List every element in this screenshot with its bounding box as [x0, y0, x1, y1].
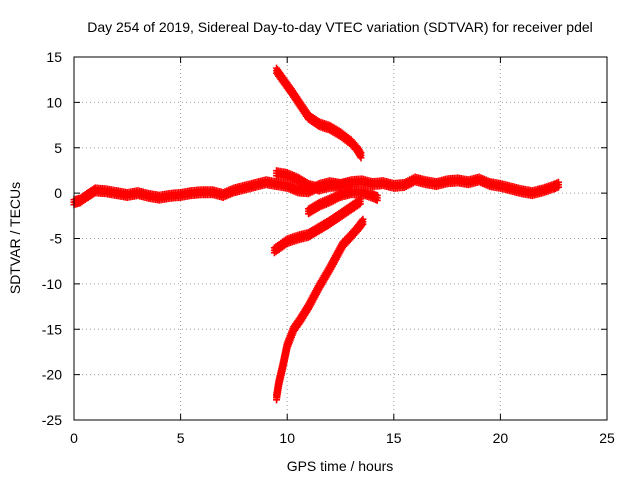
- y-tick-label: -5: [50, 231, 63, 247]
- plot-frame: [73, 56, 608, 421]
- y-axis-label: SDTVAR / TECUs: [7, 182, 23, 294]
- x-tick-label: 20: [493, 430, 509, 446]
- series-falling-arc: [273, 64, 365, 162]
- y-tick-label: 10: [46, 94, 62, 110]
- y-tick-label: 5: [54, 140, 62, 156]
- x-tick-label: 15: [386, 430, 402, 446]
- grid: [73, 56, 608, 421]
- axis-ticks: 0 5 10 15 20 25 -25 -20 -15 -10 -5 0 5 10 15: [42, 49, 615, 446]
- series-deep-rise: [273, 215, 367, 404]
- x-axis-label: GPS time / hours: [287, 458, 394, 474]
- y-tick-label: -20: [42, 367, 62, 383]
- y-tick-label: -25: [42, 412, 62, 428]
- x-tick-label: 0: [70, 430, 78, 446]
- data-point-marker: [554, 183, 562, 191]
- data-point-marker: [356, 152, 364, 160]
- series-main-band: [70, 173, 562, 209]
- data-point-marker: [358, 222, 366, 230]
- data-point-marker: [357, 154, 365, 162]
- data-point-marker: [359, 220, 367, 228]
- y-tick-label: 0: [54, 185, 62, 201]
- data-point-marker: [355, 201, 363, 209]
- y-tick-label: -10: [42, 276, 62, 292]
- data-point-marker: [373, 196, 381, 204]
- chart-title: Day 254 of 2019, Sidereal Day-to-day VTE…: [87, 19, 593, 35]
- series-upper-loop: [273, 167, 353, 195]
- series-middle-branch: [305, 186, 381, 218]
- x-tick-label: 5: [177, 430, 185, 446]
- x-tick-label: 25: [599, 430, 615, 446]
- data-point-marker: [356, 200, 364, 208]
- x-tick-label: 10: [279, 430, 295, 446]
- series-layer: [70, 64, 562, 404]
- y-tick-label: 15: [46, 49, 62, 65]
- series-descending-band: [270, 195, 364, 257]
- y-tick-label: -15: [42, 321, 62, 337]
